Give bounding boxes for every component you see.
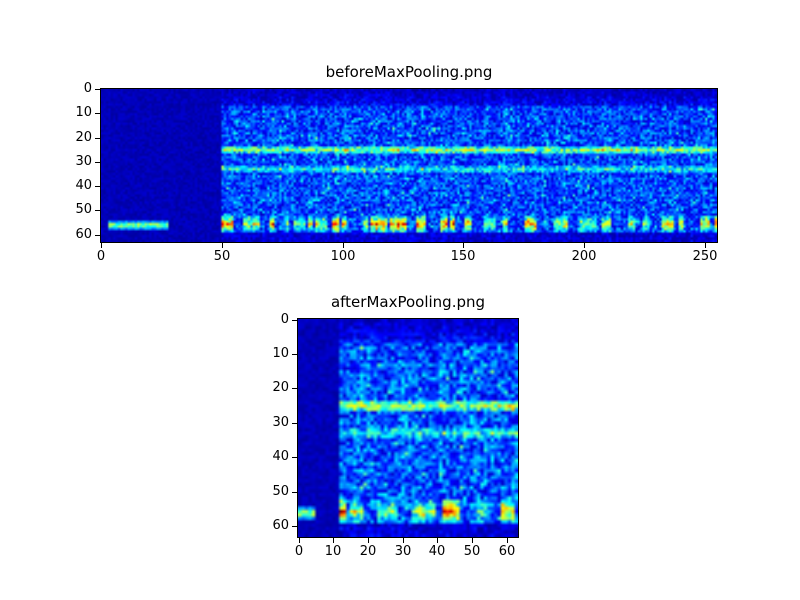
x-tick-mark bbox=[463, 243, 464, 248]
y-tick-label: 60 bbox=[75, 227, 92, 242]
heatmap-image-after bbox=[298, 319, 518, 537]
x-tick-label: 100 bbox=[330, 249, 356, 264]
y-tick-mark bbox=[95, 186, 100, 187]
y-tick-label: 0 bbox=[280, 312, 289, 327]
y-tick-label: 20 bbox=[75, 130, 92, 145]
y-tick-mark bbox=[95, 210, 100, 211]
x-tick-label: 50 bbox=[463, 544, 481, 559]
y-tick-mark bbox=[95, 138, 100, 139]
x-tick-mark bbox=[299, 538, 300, 543]
y-tick-label: 10 bbox=[272, 346, 289, 361]
x-tick-mark bbox=[403, 538, 404, 543]
y-tick-mark bbox=[292, 457, 297, 458]
x-tick-mark bbox=[101, 243, 102, 248]
x-tick-label: 20 bbox=[359, 544, 377, 559]
x-tick-label: 40 bbox=[428, 544, 446, 559]
axes-frame-after bbox=[297, 318, 519, 538]
y-tick-label: 50 bbox=[75, 202, 92, 217]
heatmap-image-before bbox=[101, 89, 717, 242]
plot-title-before: beforeMaxPooling.png bbox=[325, 63, 493, 81]
y-tick-label: 50 bbox=[272, 484, 289, 499]
x-tick-label: 250 bbox=[692, 249, 718, 264]
y-tick-mark bbox=[292, 320, 297, 321]
x-tick-mark bbox=[584, 243, 585, 248]
x-tick-label: 200 bbox=[571, 249, 597, 264]
y-tick-label: 30 bbox=[272, 415, 289, 430]
x-tick-mark bbox=[368, 538, 369, 543]
y-tick-mark bbox=[292, 526, 297, 527]
y-tick-label: 30 bbox=[75, 154, 92, 169]
x-tick-label: 0 bbox=[96, 249, 106, 264]
y-tick-mark bbox=[95, 162, 100, 163]
y-tick-mark bbox=[292, 388, 297, 389]
x-tick-mark bbox=[507, 538, 508, 543]
x-tick-label: 30 bbox=[394, 544, 412, 559]
x-tick-mark bbox=[705, 243, 706, 248]
y-tick-label: 10 bbox=[75, 105, 92, 120]
y-tick-label: 20 bbox=[272, 380, 289, 395]
x-tick-label: 60 bbox=[498, 544, 516, 559]
x-tick-label: 10 bbox=[324, 544, 342, 559]
y-tick-mark bbox=[95, 235, 100, 236]
x-tick-label: 150 bbox=[450, 249, 476, 264]
axes-frame-before bbox=[100, 88, 718, 243]
y-tick-label: 60 bbox=[272, 518, 289, 533]
x-tick-label: 0 bbox=[294, 544, 304, 559]
x-tick-label: 50 bbox=[213, 249, 231, 264]
x-tick-mark bbox=[437, 538, 438, 543]
x-tick-mark bbox=[343, 243, 344, 248]
plot-title-after: afterMaxPooling.png bbox=[330, 293, 486, 311]
y-tick-label: 40 bbox=[272, 449, 289, 464]
y-tick-mark bbox=[292, 492, 297, 493]
x-tick-mark bbox=[333, 538, 334, 543]
y-tick-label: 40 bbox=[75, 178, 92, 193]
y-tick-mark bbox=[95, 89, 100, 90]
y-tick-label: 0 bbox=[83, 81, 92, 96]
x-tick-mark bbox=[222, 243, 223, 248]
x-tick-mark bbox=[472, 538, 473, 543]
y-tick-mark bbox=[292, 423, 297, 424]
y-tick-mark bbox=[292, 354, 297, 355]
y-tick-mark bbox=[95, 113, 100, 114]
